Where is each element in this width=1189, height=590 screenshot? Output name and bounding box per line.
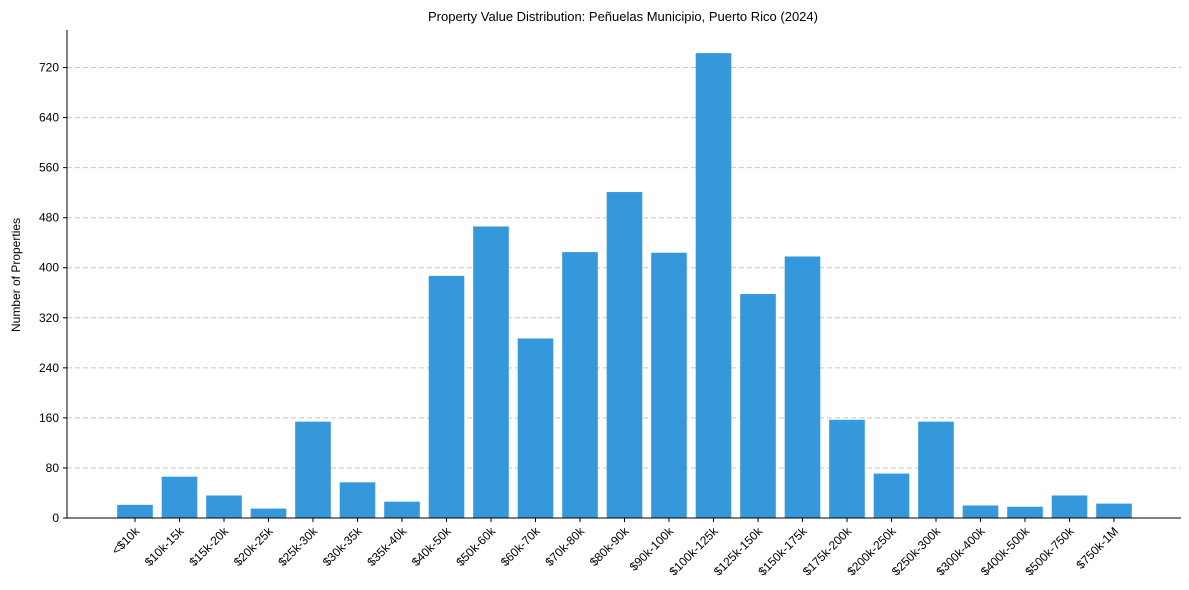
bar xyxy=(740,294,776,518)
y-ticks: 0 80 160 240 320 400 480 560 640 720 xyxy=(39,61,67,525)
bar xyxy=(117,504,153,518)
bar xyxy=(829,419,865,518)
x-ticks: <$10k $10k-15k $15k-20k $20k-25k $25k-30k $30… xyxy=(109,518,1121,578)
bar xyxy=(784,256,821,518)
bar xyxy=(1096,503,1132,518)
bar xyxy=(918,421,954,518)
chart-title: Property Value Distribution: Peñuelas Mu… xyxy=(428,9,818,24)
x-tick-label: $25k-30k xyxy=(275,524,321,570)
y-tick-label: 0 xyxy=(52,511,59,525)
x-tick-label: $60k-70k xyxy=(498,524,544,570)
y-axis-title: Number of Properties xyxy=(9,218,23,332)
x-tick-label: $70k-80k xyxy=(542,524,588,570)
x-tick-label: $40k-50k xyxy=(409,524,455,570)
y-tick-label: 480 xyxy=(39,211,59,225)
bar xyxy=(962,505,999,518)
bar xyxy=(428,275,465,518)
y-tick-label: 160 xyxy=(39,411,59,425)
x-tick-label: $35k-40k xyxy=(364,524,410,570)
x-tick-label: $10k-15k xyxy=(142,524,188,570)
bar xyxy=(695,53,732,519)
bar xyxy=(873,473,910,518)
x-tick-label: $50k-60k xyxy=(453,524,499,570)
y-tick-label: 400 xyxy=(39,261,59,275)
x-tick-label: $500k-750k xyxy=(1022,524,1077,579)
y-tick-label: 640 xyxy=(39,111,59,125)
x-tick-label: $80k-90k xyxy=(587,524,633,570)
bar xyxy=(295,421,331,518)
x-tick-label: $15k-20k xyxy=(186,524,232,570)
y-tick-label: 80 xyxy=(46,461,60,475)
bar xyxy=(562,252,598,518)
x-tick-label: $30k-35k xyxy=(320,524,366,570)
bar xyxy=(517,338,554,518)
bar xyxy=(1051,495,1088,518)
bar xyxy=(651,252,687,518)
bar xyxy=(250,508,287,518)
bar xyxy=(384,501,420,518)
y-tick-label: 560 xyxy=(39,161,59,175)
x-tick-label: $20k-25k xyxy=(231,524,277,570)
y-tick-label: 320 xyxy=(39,311,59,325)
x-tick-label: $750k-1M xyxy=(1073,524,1121,572)
y-tick-label: 240 xyxy=(39,361,59,375)
bar xyxy=(1007,506,1043,518)
bar xyxy=(206,495,242,518)
bar xyxy=(161,476,198,518)
bar xyxy=(606,192,643,519)
bar xyxy=(473,226,509,518)
x-tick-label: <$10k xyxy=(109,524,143,558)
bar xyxy=(339,482,376,518)
bars xyxy=(117,53,1132,519)
y-tick-label: 720 xyxy=(39,61,59,75)
